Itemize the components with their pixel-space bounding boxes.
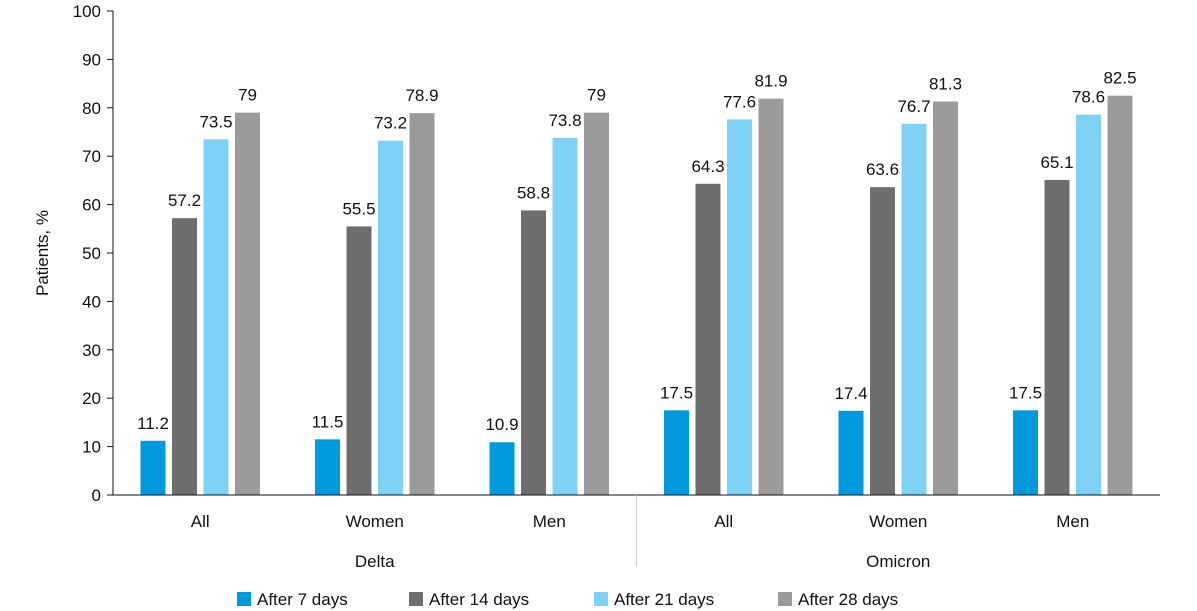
bar xyxy=(584,112,609,495)
data-label: 17.5 xyxy=(660,383,693,402)
bar xyxy=(315,439,340,495)
data-label: 11.5 xyxy=(312,412,344,431)
bar xyxy=(933,101,958,496)
x-tick-label: Men xyxy=(533,512,566,531)
y-tick-label: 100 xyxy=(73,2,101,21)
legend: After 7 days After 14 days After 21 days Af… xyxy=(237,590,898,609)
data-label: 78.9 xyxy=(405,86,438,105)
bar xyxy=(870,187,895,495)
data-label: 81.9 xyxy=(754,72,787,91)
data-label: 82.5 xyxy=(1103,69,1136,88)
y-axis-title: Patients, % xyxy=(33,210,52,296)
bar xyxy=(489,442,515,495)
bar xyxy=(521,210,546,495)
x-axis: All Women Men All Women Men Delta Omicron xyxy=(113,494,1160,571)
data-label: 11.2 xyxy=(137,414,169,433)
x-tick-label: All xyxy=(714,512,733,531)
data-label: 73.2 xyxy=(374,114,407,133)
bar xyxy=(1013,410,1038,495)
bar xyxy=(378,140,403,495)
x-tick-label: Women xyxy=(346,512,404,531)
bar xyxy=(1107,95,1133,495)
y-tick-label: 20 xyxy=(82,389,101,408)
y-tick-label: 60 xyxy=(82,196,101,215)
data-label: 63.6 xyxy=(866,160,899,179)
y-tick-label: 70 xyxy=(82,147,101,166)
data-label: 79 xyxy=(587,86,606,105)
data-label: 65.1 xyxy=(1040,153,1073,172)
data-label: 55.5 xyxy=(342,199,375,218)
bar xyxy=(901,123,927,495)
bar xyxy=(695,183,721,495)
data-label: 76.7 xyxy=(897,97,930,116)
legend-swatch xyxy=(409,592,423,606)
data-label: 81.3 xyxy=(929,75,962,94)
bar xyxy=(1044,179,1070,495)
y-tick-label: 80 xyxy=(82,99,101,118)
x-tick-label: All xyxy=(191,512,210,531)
group-label: Omicron xyxy=(866,552,930,571)
legend-entry: After 14 days xyxy=(429,590,529,609)
data-label: 73.8 xyxy=(548,111,581,130)
data-label: 17.4 xyxy=(834,384,867,403)
data-label: 57.2 xyxy=(168,191,201,210)
bar xyxy=(664,410,689,495)
legend-entry: After 28 days xyxy=(798,590,898,609)
x-tick-label: Men xyxy=(1056,512,1089,531)
bar xyxy=(172,218,197,496)
bar xyxy=(409,113,435,496)
legend-swatch xyxy=(594,592,608,606)
bar xyxy=(203,139,229,495)
bar xyxy=(1076,114,1101,496)
data-label: 78.6 xyxy=(1072,88,1105,107)
legend-swatch xyxy=(237,592,251,606)
data-label: 79 xyxy=(238,86,257,105)
y-tick-label: 50 xyxy=(82,244,101,263)
data-label: 17.5 xyxy=(1009,383,1042,402)
y-tick-label: 0 xyxy=(92,486,101,505)
bar xyxy=(346,226,372,495)
value-labels: 11.2 57.2 73.5 79 11.5 55.5 73.2 78.9 10.9 58.8 73… xyxy=(137,69,1136,435)
legend-swatch xyxy=(778,592,792,606)
bar xyxy=(235,112,260,495)
legend-entry: After 21 days xyxy=(614,590,714,609)
bar xyxy=(552,137,578,496)
bar xyxy=(140,440,166,495)
bar xyxy=(727,119,752,495)
data-label: 77.6 xyxy=(723,92,756,111)
data-label: 58.8 xyxy=(517,183,550,202)
bars xyxy=(140,95,1133,496)
y-tick-label: 40 xyxy=(82,292,101,311)
bar xyxy=(838,410,864,495)
data-label: 10.9 xyxy=(485,415,518,434)
x-tick-label: Women xyxy=(869,512,927,531)
data-label: 64.3 xyxy=(691,157,724,176)
data-label: 73.5 xyxy=(199,112,232,131)
y-tick-label: 10 xyxy=(82,438,101,457)
y-tick-label: 90 xyxy=(82,50,101,69)
y-axis: 0 10 20 30 40 50 60 70 80 90 100 Patients, % xyxy=(33,2,114,505)
legend-entry: After 7 days xyxy=(257,590,348,609)
bar xyxy=(758,98,784,495)
group-label: Delta xyxy=(355,552,395,571)
y-tick-label: 30 xyxy=(82,341,101,360)
